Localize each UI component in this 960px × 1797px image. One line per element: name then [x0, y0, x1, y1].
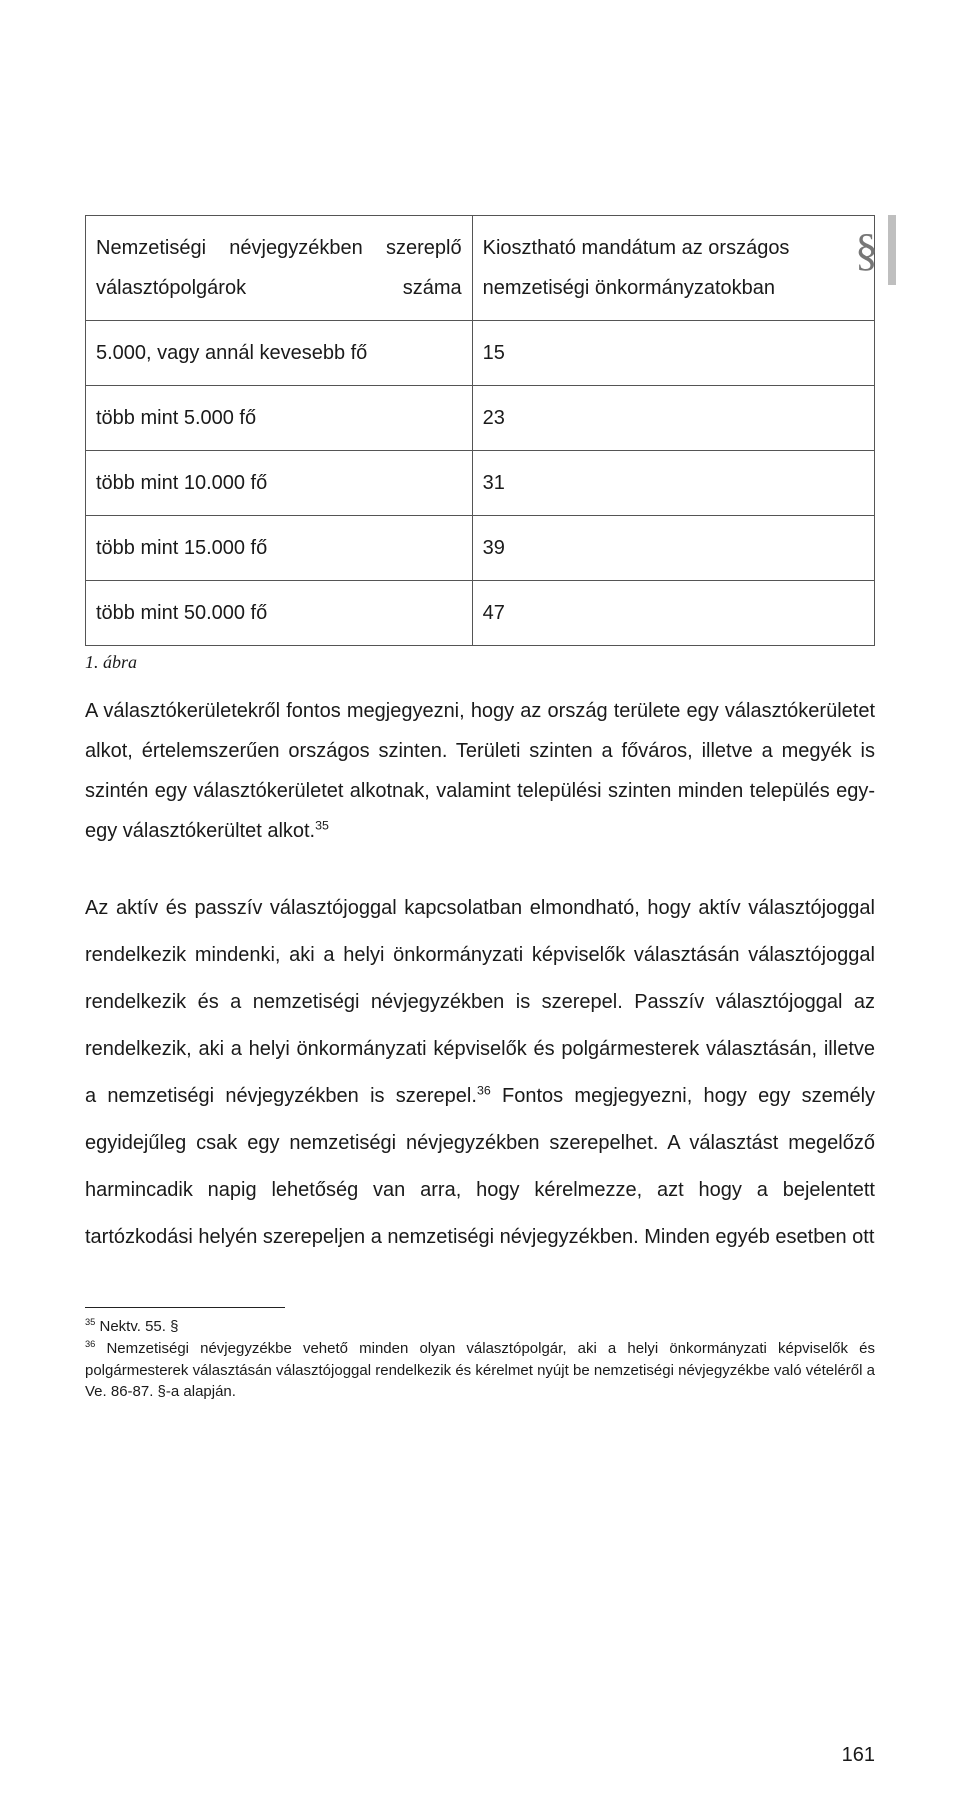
section-sign-icon: § — [855, 227, 878, 273]
table-row: több mint 10.000 fő 31 — [86, 451, 875, 516]
table-cell-right: 15 — [472, 321, 874, 386]
table-row: több mint 5.000 fő 23 — [86, 386, 875, 451]
table-header-left: Nemzetiségi névjegyzékben szereplő válas… — [86, 216, 473, 321]
footnote-text: Nemzetiségi névjegyzékbe vehető minden o… — [85, 1340, 875, 1401]
footnote-36: 36 Nemzetiségi névjegyzékbe vehető minde… — [85, 1338, 875, 1403]
footnote-text: Nektv. 55. § — [95, 1318, 178, 1335]
paragraph-2-text-1: Az aktív és passzív választójoggal kapcs… — [85, 897, 875, 1107]
table-cell-left: több mint 15.000 fő — [86, 516, 473, 581]
header-bar — [888, 215, 896, 285]
table-header-right: Kiosztható mandátum az országos nemzetis… — [472, 216, 874, 321]
table-cell-left: több mint 50.000 fő — [86, 581, 473, 646]
page: § Nemzetiségi névjegyzékben szereplő vál… — [0, 215, 960, 1797]
footnote-ref-36: 36 — [477, 1083, 491, 1097]
paragraph-1-text: A választókerületekről fontos megjegyezn… — [85, 700, 875, 842]
table-cell-right: 39 — [472, 516, 874, 581]
table-row: több mint 50.000 fő 47 — [86, 581, 875, 646]
table-cell-right: 31 — [472, 451, 874, 516]
table-cell-right: 47 — [472, 581, 874, 646]
footnote-ref-35: 35 — [315, 818, 329, 832]
table-row: több mint 15.000 fő 39 — [86, 516, 875, 581]
table-cell-left: több mint 10.000 fő — [86, 451, 473, 516]
table-cell-left: 5.000, vagy annál kevesebb fő — [86, 321, 473, 386]
footnote-num: 35 — [85, 1317, 95, 1327]
table-cell-left: több mint 5.000 fő — [86, 386, 473, 451]
footnote-35: 35 Nektv. 55. § — [85, 1316, 875, 1338]
table-header-row: Nemzetiségi névjegyzékben szereplő válas… — [86, 216, 875, 321]
page-number: 161 — [842, 1744, 875, 1767]
footnote-num: 36 — [85, 1339, 95, 1349]
footnotes: 35 Nektv. 55. § 36 Nemzetiségi névjegyzé… — [85, 1316, 875, 1403]
table-row: 5.000, vagy annál kevesebb fő 15 — [86, 321, 875, 386]
paragraph-2-text-2: Fontos megjegyezni, hogy egy személy egy… — [85, 1085, 875, 1248]
table-cell-right: 23 — [472, 386, 874, 451]
paragraph-1: A választókerületekről fontos megjegyezn… — [85, 691, 875, 851]
footnote-rule — [85, 1307, 285, 1308]
mandate-table: Nemzetiségi névjegyzékben szereplő válas… — [85, 215, 875, 646]
header-marker: § — [855, 215, 896, 285]
paragraph-2: Az aktív és passzív választójoggal kapcs… — [85, 885, 875, 1261]
table-caption: 1. ábra — [85, 652, 875, 673]
